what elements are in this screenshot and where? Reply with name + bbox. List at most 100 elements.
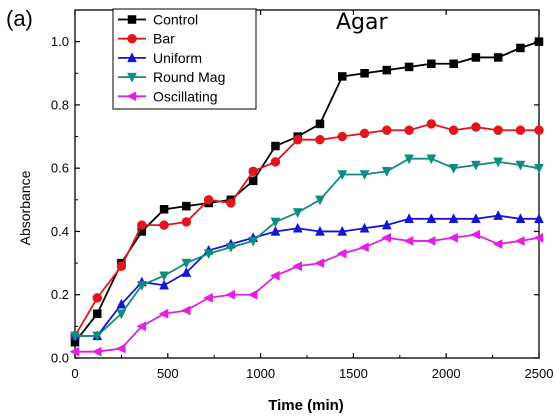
legend-marker — [127, 52, 137, 63]
series-oscillating — [69, 229, 544, 357]
series-line-round-mag — [75, 157, 540, 337]
data-point-round-mag — [181, 258, 192, 269]
data-point-bar — [137, 220, 147, 230]
data-point-round-mag — [292, 208, 303, 219]
data-point-control — [449, 59, 458, 69]
data-point-oscillating — [247, 289, 258, 300]
data-point-oscillating — [269, 270, 280, 281]
data-point-bar — [270, 157, 281, 167]
data-point-round-mag — [225, 243, 236, 253]
data-point-control — [516, 43, 525, 53]
data-point-uniform — [381, 219, 392, 230]
data-point-bar — [226, 198, 236, 208]
data-point-bar — [315, 134, 325, 145]
data-point-oscillating — [69, 346, 80, 357]
series-line-bar — [74, 122, 539, 337]
data-point-oscillating — [425, 236, 436, 246]
data-point-oscillating — [115, 343, 126, 354]
data-point-uniform — [292, 222, 303, 233]
data-point-oscillating — [180, 305, 191, 316]
data-point-uniform — [493, 210, 504, 220]
data-point-oscillating — [203, 292, 213, 303]
data-point-round-mag — [426, 154, 437, 165]
data-point-bar — [116, 261, 127, 272]
data-point-control — [93, 309, 102, 318]
data-point-control — [382, 65, 392, 75]
data-point-round-mag — [92, 331, 103, 342]
legend-item: Uniform — [118, 50, 202, 66]
data-point-round-mag — [470, 160, 481, 171]
data-point-control — [182, 201, 191, 211]
data-point-uniform — [181, 267, 192, 277]
data-point-round-mag — [493, 157, 504, 168]
data-point-oscillating — [492, 239, 503, 250]
data-point-control — [493, 53, 503, 62]
data-point-round-mag — [448, 163, 459, 174]
data-point-bar — [181, 217, 192, 227]
legend-marker — [127, 15, 137, 24]
y-tick-label: 0.8 — [51, 97, 69, 112]
data-point-control — [471, 53, 481, 62]
data-point-oscillating — [336, 248, 347, 259]
data-point-round-mag — [315, 195, 325, 206]
chart-title: Agar — [336, 10, 388, 35]
data-point-round-mag — [248, 236, 259, 247]
data-point-uniform — [404, 213, 414, 224]
data-point-oscillating — [533, 232, 544, 243]
data-point-control — [427, 59, 436, 69]
data-point-round-mag — [159, 271, 169, 282]
data-point-control — [248, 176, 258, 186]
y-tick-label: 0.0 — [51, 351, 69, 366]
legend-marker — [126, 91, 137, 102]
x-tick-label: 1000 — [246, 366, 275, 381]
data-point-uniform — [448, 213, 459, 224]
data-point-control — [360, 69, 369, 78]
data-point-oscillating — [314, 258, 325, 268]
data-point-oscillating — [292, 261, 302, 272]
data-point-oscillating — [448, 232, 458, 243]
data-point-bar — [359, 128, 370, 139]
legend-label: Round Mag — [153, 69, 225, 85]
x-tick-label: 0 — [71, 366, 78, 381]
data-point-bar — [515, 125, 526, 135]
y-tick-label: 1.0 — [51, 34, 69, 49]
legend-item: Control — [118, 12, 198, 28]
data-point-round-mag — [381, 167, 392, 177]
data-point-bar — [382, 125, 392, 135]
data-point-uniform — [315, 225, 325, 236]
data-point-round-mag — [70, 331, 80, 342]
data-point-oscillating — [514, 236, 525, 246]
data-point-round-mag — [359, 170, 370, 181]
data-point-bar — [493, 125, 503, 135]
data-point-bar — [248, 166, 258, 177]
data-point-uniform — [159, 279, 169, 290]
data-point-bar — [292, 134, 303, 145]
data-point-oscillating — [358, 242, 369, 253]
data-point-bar — [404, 125, 414, 135]
series-line-oscillating — [75, 233, 540, 353]
legend-marker — [127, 33, 137, 44]
y-tick-label: 0.6 — [51, 161, 69, 176]
data-point-oscillating — [136, 321, 147, 332]
series-layer — [69, 37, 544, 357]
panel-label: (a) — [6, 6, 33, 31]
data-point-bar — [159, 220, 169, 230]
data-point-round-mag — [404, 154, 414, 165]
data-point-round-mag — [116, 309, 127, 320]
x-tick-label: 500 — [157, 366, 179, 381]
data-point-round-mag — [270, 217, 281, 228]
data-point-bar — [337, 131, 348, 142]
x-axis-label: Time (min) — [268, 397, 344, 414]
legend-item: Bar — [118, 31, 175, 47]
data-point-control — [338, 72, 347, 81]
data-point-uniform — [515, 213, 526, 224]
series-round-mag — [70, 154, 544, 342]
data-point-control — [271, 141, 280, 151]
legend-box — [112, 8, 257, 110]
legend-label: Control — [153, 12, 198, 28]
data-point-control — [159, 205, 169, 214]
data-point-oscillating — [403, 236, 414, 246]
y-axis-label: Absorbance — [17, 170, 33, 245]
legend-marker — [127, 72, 137, 83]
data-point-uniform — [337, 225, 348, 236]
